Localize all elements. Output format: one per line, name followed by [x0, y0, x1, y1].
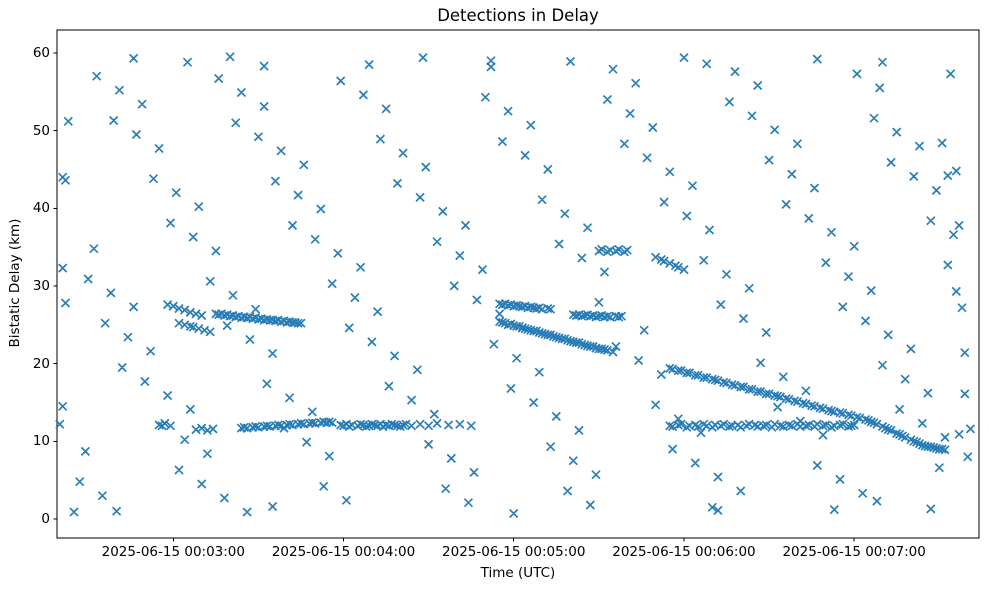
series-track-12km-right	[665, 419, 859, 432]
series-track-33km-descending	[650, 252, 689, 275]
series-background-detections	[69, 59, 959, 517]
x-tick-label-2: 2025-06-15 00:05:00	[442, 544, 586, 560]
x-tick-label-1: 2025-06-15 00:04:00	[271, 544, 416, 560]
y-tick-label-50: 50	[32, 122, 50, 139]
x-axis-label: Time (UTC)	[480, 565, 556, 581]
x-tick-label-0: 2025-06-15 00:03:00	[101, 544, 245, 560]
axis-tick-marks	[53, 52, 855, 542]
series-track-12km-rising	[236, 417, 337, 433]
chart-title: Detections in Delay	[437, 6, 599, 25]
y-tick-label-0: 0	[41, 510, 50, 527]
y-tick-label-60: 60	[32, 44, 50, 61]
x-tick-label-3: 2025-06-15 00:06:00	[612, 544, 756, 560]
series-track-12km-mid	[336, 418, 476, 432]
series-cluster-12km-left	[154, 418, 218, 436]
series-track-26km-main	[211, 309, 306, 328]
series-track-26km-short	[568, 310, 624, 322]
x-tick-label-4: 2025-06-15 00:07:00	[782, 544, 926, 560]
series-track-24km-early	[174, 318, 215, 337]
series-edge-and-extreme-detections	[55, 52, 976, 519]
plot-border	[56, 29, 980, 539]
series-cluster-34km	[594, 244, 632, 257]
series-track-27km-center	[494, 299, 556, 314]
series-track-27km-early	[162, 299, 207, 321]
y-tick-label-40: 40	[32, 200, 50, 217]
y-tick-label-30: 30	[32, 277, 50, 294]
series-track-19-to-9km	[665, 363, 950, 455]
y-tick-label-20: 20	[32, 355, 50, 372]
series-track-25-to-21km	[494, 317, 618, 357]
y-tick-label-10: 10	[32, 433, 50, 450]
